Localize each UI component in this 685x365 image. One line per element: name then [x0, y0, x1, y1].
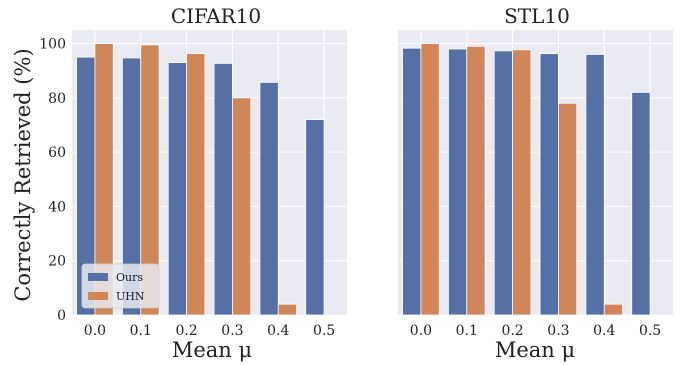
chart-panel-left: 0.0 0.1 0.2 0.3 0.4 0.5 0 20 40 60 80 100 Ours UHN	[39, 30, 347, 339]
x-tick-label: 0.3	[547, 323, 569, 339]
x-tick-label: 0.2	[501, 323, 523, 339]
legend-label-uhn: UHN	[116, 290, 145, 303]
bar-uhn-0.1	[140, 44, 160, 316]
legend-swatch-uhn	[88, 292, 108, 300]
x-tick-label: 0.5	[639, 323, 661, 339]
bar-uhn-0.4	[603, 303, 623, 316]
x-axis-label-left: Mean μ	[172, 338, 252, 362]
bar-uhn-0.2	[186, 53, 206, 316]
bar-ours-0.2	[493, 50, 513, 316]
bar-ours-0.3	[539, 53, 559, 316]
y-tick-label: 0	[57, 308, 66, 324]
bar-uhn-0.0	[420, 43, 440, 316]
x-tick-label: 0.4	[267, 323, 289, 339]
y-tick-label: 60	[48, 145, 66, 161]
legend: Ours UHN	[81, 263, 160, 309]
bar-ours-0.5	[305, 119, 325, 316]
x-tick-label: 0.1	[130, 323, 152, 339]
bar-ours-0.4	[259, 81, 279, 316]
bar-uhn-0.0	[94, 43, 114, 316]
x-tick-label: 0.4	[593, 323, 615, 339]
bar-ours-0.2	[167, 62, 187, 316]
chart-panel-right: 0.0 0.1 0.2 0.3 0.4 0.5	[398, 30, 673, 339]
bar-ours-0.0	[402, 47, 422, 316]
x-axis-label-right: Mean μ	[495, 338, 575, 362]
x-tick-label: 0.1	[456, 323, 478, 339]
bar-uhn-0.3	[558, 102, 578, 316]
y-tick-label: 80	[48, 91, 66, 107]
y-tick-label: 20	[48, 254, 66, 270]
bar-ours-0.5	[631, 92, 651, 316]
bar-uhn-0.3	[232, 97, 252, 316]
bar-ours-0.3	[213, 62, 233, 316]
y-axis-label: Correctly Retrieved (%)	[11, 48, 35, 301]
x-tick-label: 0.5	[313, 323, 335, 339]
x-tick-label: 0.2	[175, 323, 197, 339]
bar-uhn-0.1	[466, 45, 486, 316]
chart-title-right: STL10	[504, 4, 570, 28]
x-tick-label: 0.0	[410, 323, 432, 339]
y-tick-label: 40	[48, 199, 66, 215]
bar-uhn-0.4	[277, 303, 297, 316]
bar-ours-0.1	[448, 48, 468, 316]
y-tick-label: 100	[39, 37, 66, 53]
chart-title-left: CIFAR10	[171, 4, 261, 28]
legend-label-ours: Ours	[116, 271, 143, 284]
bar-ours-0.4	[585, 54, 605, 316]
legend-swatch-ours	[88, 273, 108, 281]
plot-area-right	[398, 30, 673, 315]
x-tick-label: 0.0	[84, 323, 106, 339]
x-tick-label: 0.3	[221, 323, 243, 339]
bar-uhn-0.2	[512, 49, 532, 316]
